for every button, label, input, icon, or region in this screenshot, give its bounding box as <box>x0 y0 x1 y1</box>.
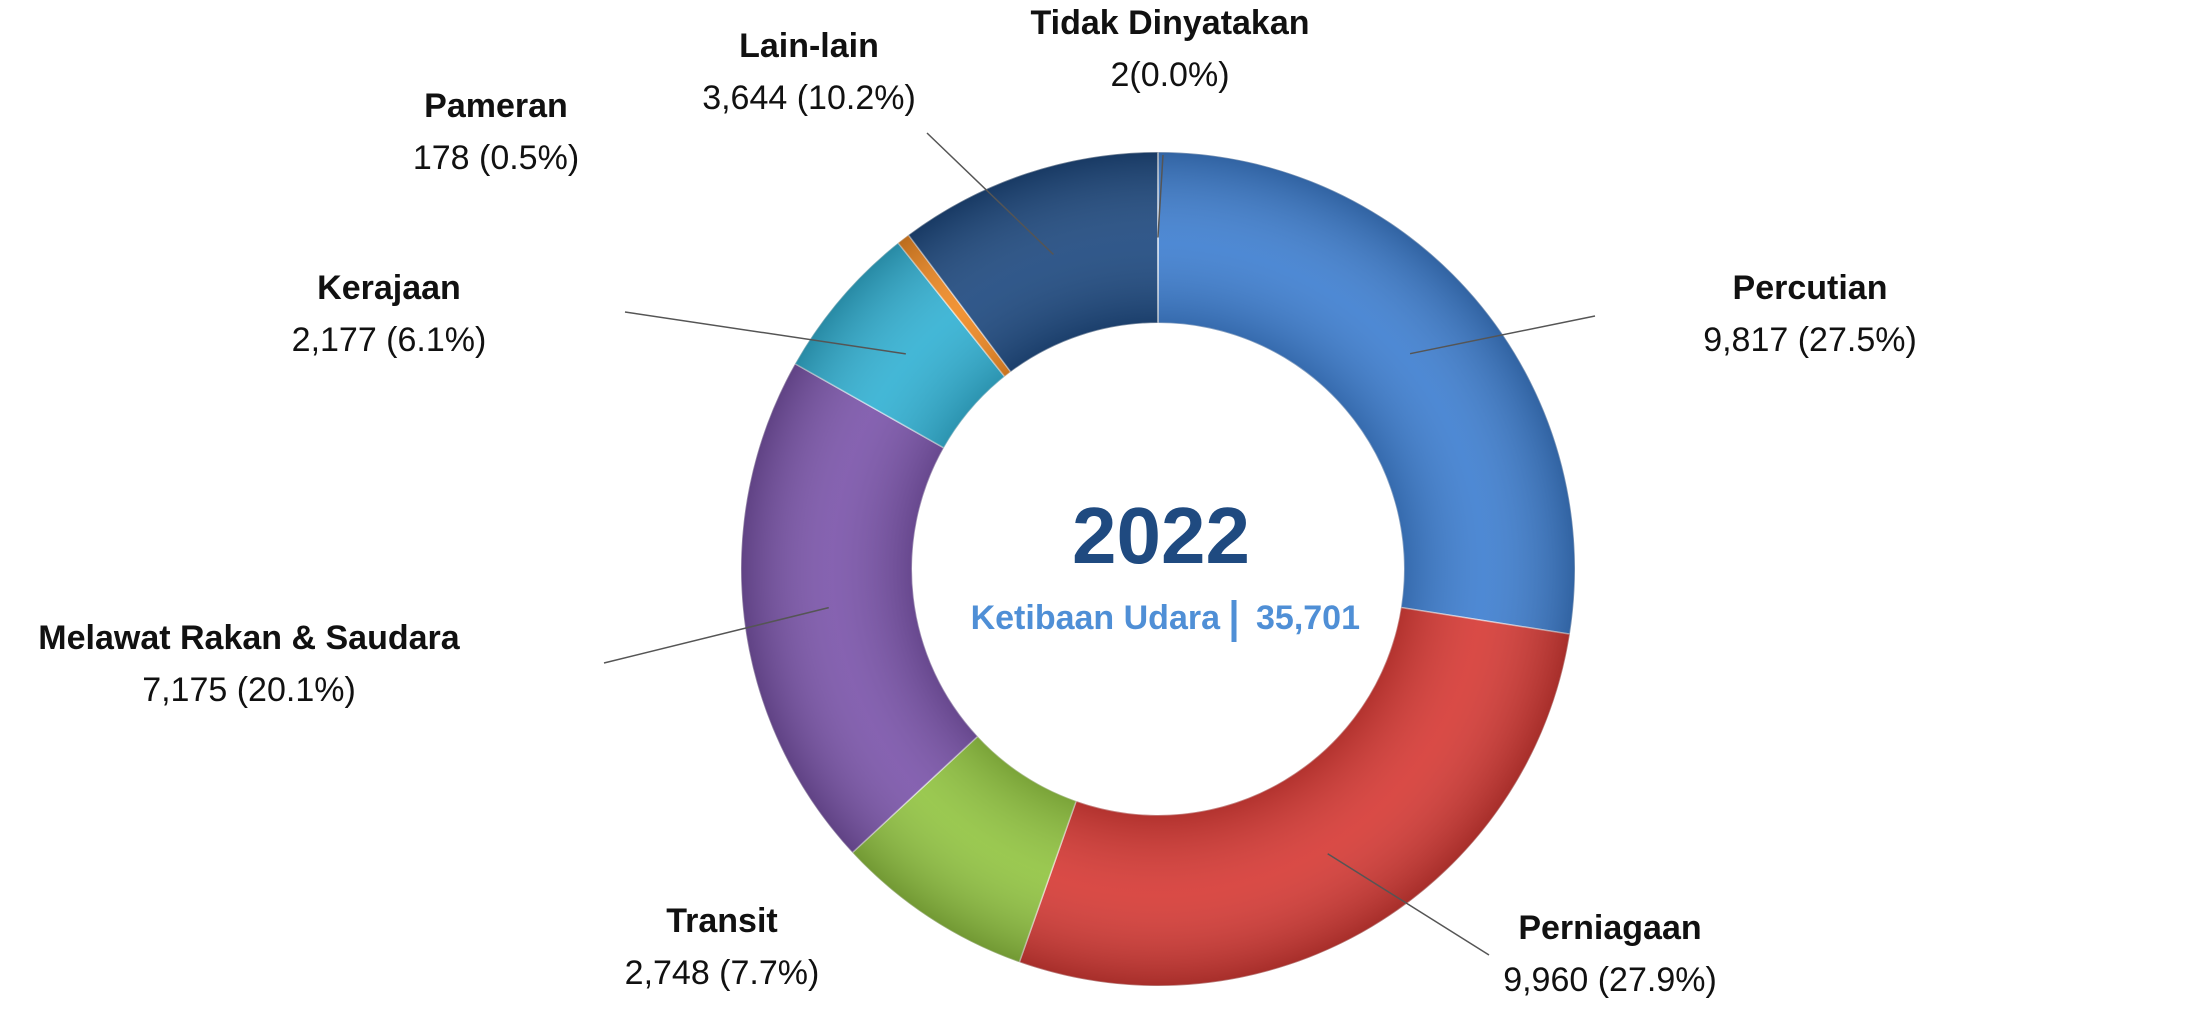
slice-value: 2,748 (7.7%) <box>625 954 820 992</box>
slice-name: Lain-lain <box>739 27 879 65</box>
slice-name: Melawat Rakan & Saudara <box>38 619 460 657</box>
slice-name: Pameran <box>424 87 568 125</box>
slice-value: 7,175 (20.1%) <box>142 671 356 709</box>
leader-line <box>1409 315 1596 355</box>
leader-line <box>926 132 1054 255</box>
slice-value: 9,817 (27.5%) <box>1703 321 1917 359</box>
total-label: 35,701 <box>1256 599 1360 637</box>
slice-value: 178 (0.5%) <box>413 139 579 177</box>
slice-name: Transit <box>666 902 777 940</box>
slice <box>1018 606 1571 987</box>
slice-value: 9,960 (27.9%) <box>1503 961 1717 999</box>
leader-line <box>603 606 829 664</box>
slice-value: 2(0.0%) <box>1110 56 1229 94</box>
center-label: Ketibaan Udara <box>971 599 1221 637</box>
slice-name: Perniagaan <box>1518 909 1701 947</box>
slice-name: Tidak Dinyatakan <box>1030 4 1309 42</box>
center-title: 2022 <box>1072 491 1250 580</box>
slice-value: 3,644 (10.2%) <box>702 79 916 117</box>
slice-name: Kerajaan <box>317 269 461 307</box>
leader-line <box>624 311 906 355</box>
leader-line <box>1327 853 1490 956</box>
leader-line <box>1157 154 1164 238</box>
slice-value: 2,177 (6.1%) <box>292 321 487 359</box>
slice-name: Percutian <box>1733 269 1888 307</box>
